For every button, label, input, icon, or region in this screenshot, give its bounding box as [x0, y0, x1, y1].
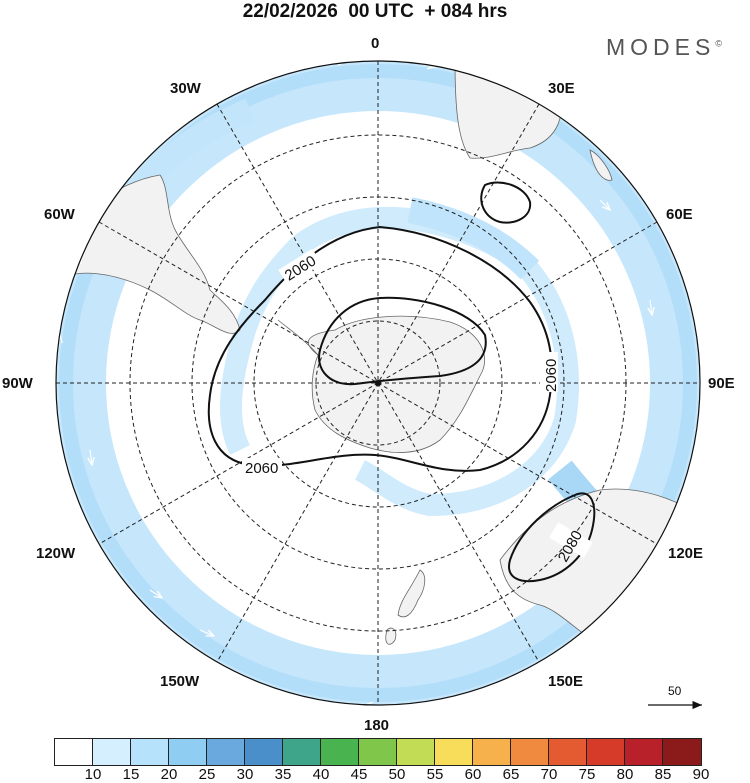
colorbar-tick-label: 85 [654, 766, 672, 783]
colorbar-tick-label: 90 [692, 766, 710, 783]
colorbar-tick-label: 45 [350, 766, 368, 783]
colorbar-tick-label: 30 [236, 766, 254, 783]
colorbar-swatch [245, 739, 283, 765]
lon-label-90w: 90W [2, 375, 33, 392]
colorbar-swatch [283, 739, 321, 765]
colorbar-tick-label: 40 [312, 766, 330, 783]
colorbar-swatch [321, 739, 359, 765]
colorbar-swatch [55, 739, 93, 765]
colorbar-swatch [663, 739, 701, 765]
colorbar-swatch [625, 739, 663, 765]
colorbar-swatch [587, 739, 625, 765]
new-zealand-landmass [397, 569, 426, 618]
brand-name: MODES [606, 34, 716, 60]
colorbar-tick-label: 10 [84, 766, 102, 783]
colorbar-swatch [207, 739, 245, 765]
colorbar-tick-label: 15 [122, 766, 140, 783]
lon-label-90e: 90E [708, 375, 735, 392]
lon-label-0: 0 [371, 35, 380, 52]
colorbar-tick-label: 25 [198, 766, 216, 783]
antarctica-landmass [308, 315, 486, 453]
reference-vector-label: 50 [668, 684, 682, 698]
colorbar-tick-label: 55 [426, 766, 444, 783]
copyright-mark: © [715, 38, 722, 49]
colorbar-tick-label: 65 [502, 766, 520, 783]
colorbar-tick-label: 20 [160, 766, 178, 783]
lon-label-30e: 30E [548, 80, 575, 97]
lon-label-150w: 150W [160, 673, 200, 690]
lon-label-180: 180 [364, 717, 390, 734]
contour-label: 2060 [245, 460, 278, 477]
brand-logo: MODES© [606, 34, 722, 61]
colorbar-tick-label: 75 [578, 766, 596, 783]
contour-label: 2060 [543, 359, 560, 392]
colorbar-swatch [359, 739, 397, 765]
colorbar-swatch [93, 739, 131, 765]
south-america-landmass [59, 174, 241, 334]
colorbar-tick-label: 70 [540, 766, 558, 783]
colorbar-tick-label: 80 [616, 766, 634, 783]
lon-label-120w: 120W [36, 545, 76, 562]
contour-2060-inner [318, 296, 487, 386]
colorbar-swatch [397, 739, 435, 765]
lon-label-120e: 120E [668, 545, 704, 562]
map-title: 22/02/2026 00 UTC + 084 hrs [242, 1, 508, 22]
contour-2060-small [480, 181, 532, 224]
lon-label-150e: 150E [548, 673, 584, 690]
colorbar-swatch [131, 739, 169, 765]
colorbar-tick-label: 50 [388, 766, 406, 783]
lon-label-60w: 60W [44, 206, 75, 223]
south-pole-marker [375, 380, 381, 386]
contour-2080 [508, 492, 596, 583]
colorbar-swatch [549, 739, 587, 765]
lon-label-60e: 60E [666, 206, 693, 223]
contour-2060-main [207, 225, 553, 472]
colorbar-tick-label: 60 [464, 766, 482, 783]
colorbar [54, 738, 702, 766]
lon-label-30w: 30W [170, 80, 201, 97]
colorbar-swatch [473, 739, 511, 765]
colorbar-swatch [511, 739, 549, 765]
colorbar-tick-label: 35 [274, 766, 292, 783]
colorbar-swatch [435, 739, 473, 765]
colorbar-swatch [169, 739, 207, 765]
height-contours [207, 181, 596, 583]
